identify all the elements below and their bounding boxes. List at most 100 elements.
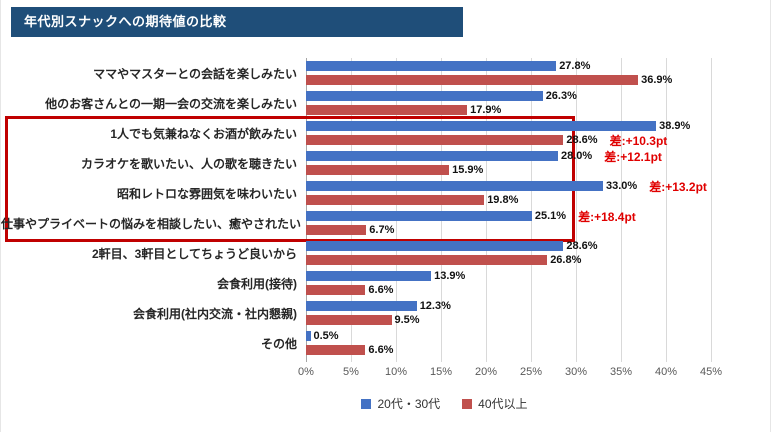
gridline [711,58,712,362]
bar-value-label: 6.6% [368,284,394,296]
bar-40plus [306,105,468,115]
bar-line: 38.9% [306,119,771,133]
bar-20s30s [306,121,657,131]
bar-line: 0.5% [306,329,771,343]
bar-40plus [306,195,485,205]
bar-value-label: 26.8% [550,254,582,266]
grid-layer [306,58,713,362]
bar-value-label: 19.8% [487,194,519,206]
gridline [396,58,397,362]
bar-line: 6.7% [306,223,771,237]
bar-20s30s [306,91,543,101]
legend: 20代・30代 40代以上 [59,395,771,412]
x-tick-label: 45% [699,366,723,378]
bar-40plus [306,315,392,325]
bar-group: 28.6% 26.8% [306,239,771,267]
diff-annotation: 差:+10.3pt [609,133,668,148]
gridline [306,58,307,362]
bar-value-label: 13.9% [434,270,466,282]
x-tick-label: 0% [298,366,314,378]
bar-value-label: 28.6% [566,240,598,252]
bar-group: 0.5% 6.6% [306,329,771,357]
bar-value-label: 33.0% [606,180,638,192]
bar-value-label: 26.3% [545,90,577,102]
bar-value-label: 9.5% [394,314,420,326]
bar-20s30s [306,331,311,341]
chart-row: ママやマスターとの会話を楽しみたい 27.8% 36.9% [1,58,771,88]
page-title: 年代別スナックへの期待値の比較 [24,14,227,29]
bar-line: 28.6% [306,239,771,253]
bar-line: 26.8% [306,253,771,267]
gridline [576,58,577,362]
bar-group: 26.3% 17.9% [306,89,771,117]
bar-value-label: 6.7% [369,224,395,236]
legend-item-20s30s: 20代・30代 [361,395,440,412]
legend-label-20s30s: 20代・30代 [377,397,441,411]
bar-line: 28.6% 差:+10.3pt [306,133,771,148]
category-label: 他のお客さんとの一期一会の交流を楽しみたい [45,96,297,111]
category-label: 昭和レトロな雰囲気を味わいたい [116,186,297,201]
bar-40plus [306,345,366,355]
bar-20s30s [306,61,557,71]
bar-value-label: 17.9% [470,104,502,116]
gridline [666,58,667,362]
bar-line: 36.9% [306,73,771,87]
chart-row: 会食利用(社内交流・社内懇親) 12.3% 9.5% [1,298,771,328]
diff-annotation: 差:+12.1pt [604,149,662,164]
bar-line: 19.8% [306,193,771,207]
bar-value-label: 28.0% [561,150,593,162]
legend-swatch-20s30s-icon [361,398,372,409]
gridline [531,58,532,362]
bar-20s30s [306,151,558,161]
bar-line: 28.0% 差:+12.1pt [306,149,771,164]
bar-line: 6.6% [306,283,771,297]
x-tick-label: 30% [564,366,588,378]
gridline [351,58,352,362]
highlight-box [5,116,575,242]
diff-annotation: 差:+18.4pt [578,209,636,224]
x-tick-label: 5% [343,366,359,378]
bar-value-label: 0.5% [313,330,339,342]
bar-line: 9.5% [306,313,771,327]
x-tick-label: 35% [609,366,633,378]
chart-row: 仕事やプライベートの悩みを相談したい、癒やされたい 25.1% 差:+18.4pt 6… [1,208,771,238]
bar-value-label: 25.1% [534,210,567,222]
chart-row: 1人でも気兼ねなくお酒が飲みたい 38.9% 28.6% 差:+10.3pt [1,118,771,148]
category-label: 会食利用(社内交流・社内懇親) [133,306,297,321]
bar-group: 25.1% 差:+18.4pt 6.7% [306,209,771,237]
bar-group: 28.0% 差:+12.1pt 15.9% [306,149,771,177]
chart-row: 昭和レトロな雰囲気を味わいたい 33.0% 差:+13.2pt 19.8% [1,178,771,208]
legend-label-40plus: 40代以上 [478,397,528,411]
diff-annotation: 差:+13.2pt [649,179,707,194]
bar-value-label: 27.8% [559,60,591,72]
gridline [441,58,442,362]
gridline [621,58,622,362]
legend-swatch-40plus-icon [462,398,473,409]
bar-20s30s [306,301,417,311]
chart-row: 2軒目、3軒目としてちょうど良いから 28.6% 26.8% [1,238,771,268]
bar-line: 33.0% 差:+13.2pt [306,179,771,194]
gridline [486,58,487,362]
category-label: 会食利用(接待) [217,276,297,291]
bar-line: 17.9% [306,103,771,117]
chart-row: カラオケを歌いたい、人の歌を聴きたい 28.0% 差:+12.1pt 15.9% [1,148,771,178]
bar-value-label: 12.3% [419,300,451,312]
category-label: 1人でも気兼ねなくお酒が飲みたい [110,126,297,141]
bar-value-label: 38.9% [659,120,691,132]
chart-row: 他のお客さんとの一期一会の交流を楽しみたい 26.3% 17.9% [1,88,771,118]
bar-40plus [306,255,548,265]
category-label: 仕事やプライベートの悩みを相談したい、癒やされたい [1,216,302,231]
x-tick-label: 40% [654,366,678,378]
category-label: 2軒目、3軒目としてちょうど良いから [92,246,297,261]
bar-line: 13.9% [306,269,771,283]
bar-40plus [306,225,367,235]
x-tick-label: 25% [519,366,543,378]
bar-20s30s [306,211,532,221]
chart-row: その他 0.5% 6.6% [1,328,771,358]
bar-40plus [306,75,639,85]
bar-group: 27.8% 36.9% [306,59,771,87]
legend-item-40plus: 40代以上 [462,395,528,412]
bar-line: 27.8% [306,59,771,73]
bar-value-label: 6.6% [368,344,394,356]
category-label: その他 [260,336,297,351]
